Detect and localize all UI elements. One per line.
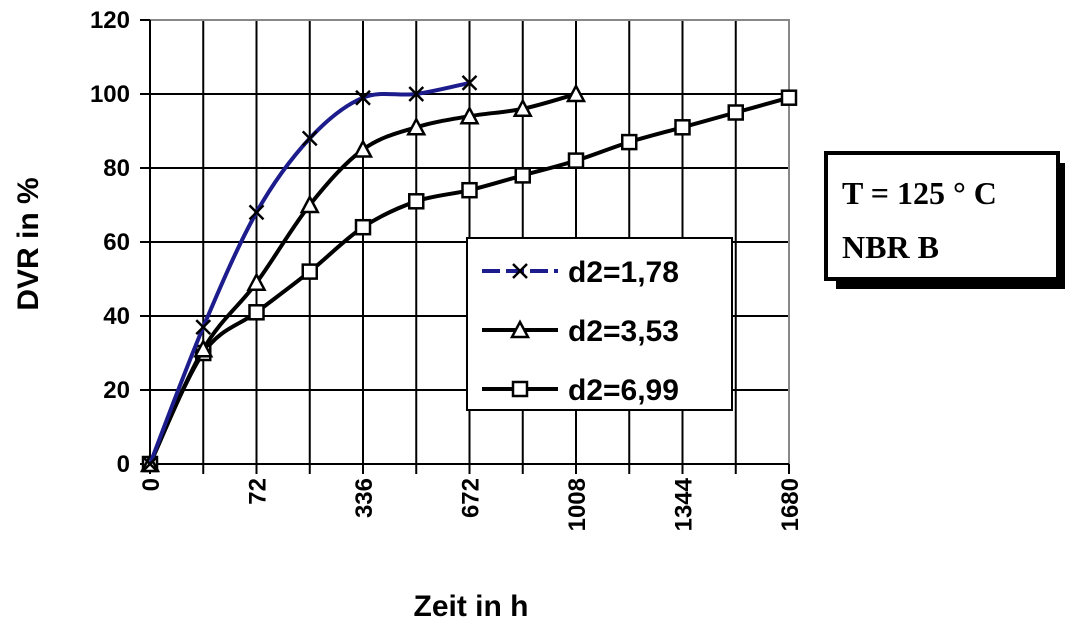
- y-tick-label: 0: [117, 451, 130, 478]
- data-point: [142, 456, 158, 472]
- y-axis-label: DVR in %: [12, 177, 45, 310]
- legend-marker: [509, 319, 531, 339]
- y-tick-label: 100: [90, 81, 130, 108]
- x-axis-label: Zeit in h: [414, 590, 529, 623]
- legend-label: d2=1,78: [568, 256, 679, 289]
- legend-item: d2=6,99: [482, 374, 679, 407]
- x-tick-label: 0: [138, 478, 165, 491]
- data-point: [355, 89, 371, 106]
- data-point: [195, 319, 212, 335]
- data-point: [352, 138, 374, 158]
- data-point: [674, 119, 691, 136]
- data-point: [246, 272, 267, 291]
- annotation-box: T = 125 ° C NBR B: [824, 151, 1065, 289]
- data-point: [780, 89, 798, 106]
- legend-marker: [512, 263, 528, 279]
- y-tick-label: 20: [103, 377, 130, 404]
- data-point: [727, 104, 744, 121]
- y-axis-ticks: 0 20 40 60 80 100 120: [90, 7, 150, 478]
- data-point: [299, 194, 320, 214]
- y-tick-label: 120: [90, 7, 130, 34]
- y-tick-label: 40: [103, 303, 130, 330]
- series-triangle: [139, 83, 587, 473]
- data-point: [408, 193, 425, 210]
- data-point: [248, 204, 265, 221]
- data-point: [514, 167, 531, 184]
- data-point: [459, 105, 480, 125]
- x-tick-label: 1680: [777, 478, 804, 531]
- data-point: [565, 83, 587, 103]
- y-tick-label: 60: [103, 229, 130, 256]
- series-layer: [139, 75, 798, 473]
- data-point: [408, 86, 425, 102]
- data-point: [621, 133, 638, 151]
- x-axis-ticks: 0 72 336 672 1008 1344 1680: [138, 464, 804, 531]
- data-point: [461, 181, 478, 199]
- y-tick-label: 80: [103, 155, 130, 182]
- data-point: [567, 152, 585, 169]
- legend: d2=1,78 d2=3,53 d2=6,99: [466, 237, 733, 411]
- legend-label: d2=3,53: [568, 315, 679, 348]
- annotation-temperature: T = 125 ° C: [842, 175, 997, 211]
- data-point: [512, 98, 533, 118]
- x-tick-label: 672: [458, 478, 485, 518]
- legend-item: d2=1,78: [482, 256, 679, 289]
- data-point: [301, 263, 318, 280]
- series-x: [142, 75, 478, 472]
- data-point: [193, 338, 214, 358]
- x-tick-label: 1344: [671, 477, 698, 531]
- x-tick-label: 72: [245, 478, 272, 505]
- legend-label: d2=6,99: [568, 374, 679, 407]
- series-line: [148, 80, 470, 465]
- legend-marker: [511, 380, 529, 398]
- data-point: [248, 304, 265, 321]
- data-point: [301, 130, 318, 147]
- x-tick-label: 336: [351, 478, 378, 518]
- x-tick-label: 1008: [564, 478, 591, 531]
- data-point: [406, 116, 427, 136]
- legend-item: d2=3,53: [482, 315, 679, 348]
- data-point: [354, 218, 372, 236]
- data-point: [461, 75, 478, 91]
- annotation-material: NBR B: [842, 229, 939, 265]
